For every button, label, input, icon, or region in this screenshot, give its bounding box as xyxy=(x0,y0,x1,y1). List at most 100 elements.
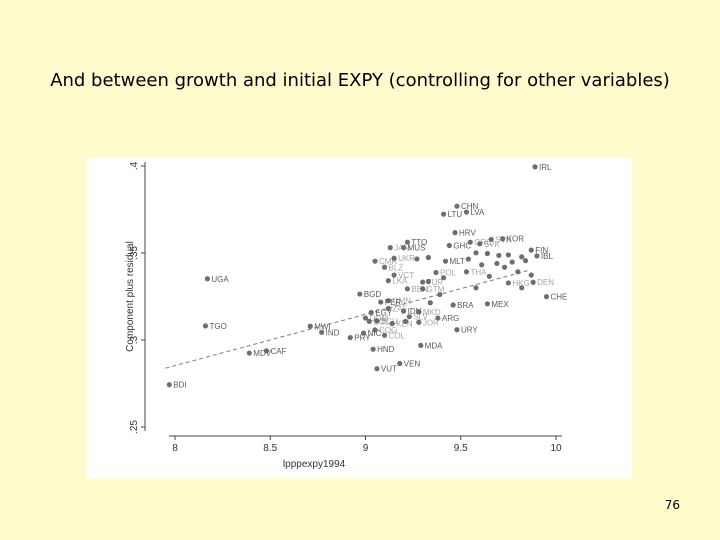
data-point xyxy=(522,258,529,264)
labeled-point: KOR xyxy=(500,235,524,244)
labeled-point: GHC xyxy=(446,242,471,251)
unlabeled-points xyxy=(362,236,536,338)
data-point xyxy=(486,273,492,279)
point-label: JOR xyxy=(423,318,439,327)
data-point xyxy=(479,262,485,268)
point-label: HRV xyxy=(459,229,476,238)
data-point xyxy=(360,330,367,336)
point-label: TTO xyxy=(411,238,427,247)
point-label: BGD xyxy=(364,290,382,299)
point-label: CAF xyxy=(270,347,286,356)
data-point xyxy=(401,308,407,314)
data-point xyxy=(418,342,424,348)
data-point xyxy=(366,318,372,324)
data-point xyxy=(357,291,363,297)
data-point xyxy=(202,323,209,329)
slide-title: And between growth and initial EXPY (con… xyxy=(50,70,670,91)
x-tick-label: 8 xyxy=(172,443,178,454)
point-label: IRL xyxy=(539,163,552,172)
labeled-point: BRA xyxy=(450,301,474,310)
labeled-point: CAF xyxy=(263,347,287,356)
x-tick-label: 9.5 xyxy=(454,443,468,454)
point-label: BRA xyxy=(457,301,474,310)
data-point xyxy=(532,164,538,170)
point-label: SLV xyxy=(413,313,428,322)
y-tick-label: .35 xyxy=(129,246,140,260)
labeled-point: UGA xyxy=(204,275,229,284)
labeled-point: TTO xyxy=(404,238,427,247)
labeled-point: BDI xyxy=(166,381,187,390)
point-label: BOL xyxy=(373,317,390,326)
data-point xyxy=(402,318,409,324)
data-point xyxy=(381,264,388,270)
fit-line-group xyxy=(165,270,528,369)
data-point xyxy=(404,239,411,245)
data-point xyxy=(515,269,521,275)
data-point xyxy=(454,203,460,209)
y-tick-label: .4 xyxy=(129,161,140,170)
data-point xyxy=(452,230,458,236)
labeled-point: IDN xyxy=(401,307,422,316)
point-label: POL xyxy=(440,268,457,277)
data-point xyxy=(374,318,380,324)
data-point xyxy=(528,272,534,278)
point-label: GRC xyxy=(474,238,492,247)
data-point xyxy=(374,366,380,372)
x-tick-label: 9 xyxy=(363,443,369,454)
labeled-point: MLT xyxy=(442,257,465,266)
labeled-point: CHN xyxy=(454,202,478,211)
labeled-point: LTU xyxy=(441,210,462,219)
data-point xyxy=(494,260,500,267)
data-point xyxy=(463,269,470,275)
point-label: IND xyxy=(326,328,340,337)
labeled-point: PRY xyxy=(347,334,371,343)
labeled-point: HRV xyxy=(452,229,476,238)
data-point xyxy=(389,321,395,327)
data-point xyxy=(484,301,491,307)
point-label: HKG xyxy=(512,279,529,288)
data-point xyxy=(378,299,384,305)
data-point xyxy=(307,323,313,329)
point-label: VUT xyxy=(381,365,397,374)
labeled-point: IBL xyxy=(534,252,554,261)
point-label: ZAF xyxy=(392,305,407,314)
point-label: BDI xyxy=(173,381,186,390)
data-point xyxy=(425,254,431,261)
data-point xyxy=(465,256,471,262)
data-point xyxy=(372,327,378,333)
y-axis-label: Component plus residual xyxy=(125,241,136,352)
data-point xyxy=(501,264,508,270)
point-label: MUS xyxy=(408,244,426,253)
point-label: MWI xyxy=(314,322,330,331)
labeled-point: IND xyxy=(319,328,340,337)
data-point xyxy=(406,314,412,320)
point-label: IBL xyxy=(541,252,554,261)
point-label: FIN xyxy=(535,246,548,255)
data-point xyxy=(397,360,403,367)
point-label: VCT xyxy=(398,271,414,280)
data-point xyxy=(488,236,494,243)
data-point xyxy=(166,382,172,388)
scatter-chart-svg: 8 8.5 9 9.5 10 .25 .3 .35 .4 lpppexpy1994 Compo… xyxy=(125,161,567,470)
labeled-point: EGY xyxy=(368,309,393,318)
point-label: BEN xyxy=(411,285,428,294)
labeled-point: ARG xyxy=(435,314,459,323)
y-tick-label: .3 xyxy=(129,335,140,344)
x-tick-label: 8.5 xyxy=(263,443,277,454)
labeled-point: VUT xyxy=(374,365,397,374)
point-label: URY xyxy=(461,326,478,335)
labeled-point: VEN xyxy=(397,359,420,368)
point-label: CHN xyxy=(461,202,479,211)
labeled-point: PER xyxy=(378,298,401,307)
data-point xyxy=(473,250,479,256)
data-point xyxy=(372,258,378,264)
point-label: CHE xyxy=(550,293,567,302)
data-point xyxy=(416,309,422,315)
data-point xyxy=(505,280,511,286)
data-point xyxy=(543,294,550,300)
point-label: MEX xyxy=(491,300,509,309)
page-number: 76 xyxy=(664,498,680,512)
data-point xyxy=(204,276,210,282)
data-point xyxy=(500,236,506,242)
data-point xyxy=(528,247,534,253)
